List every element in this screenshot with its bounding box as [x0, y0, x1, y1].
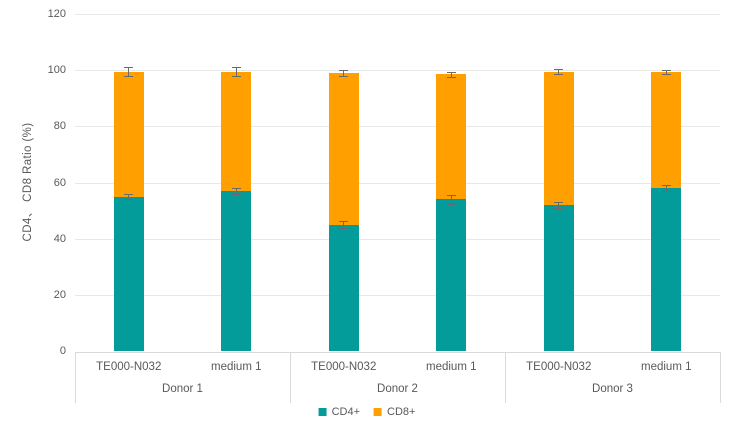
bar-segment-cd8: [651, 71, 682, 189]
bar-segment-cd4: [328, 224, 359, 351]
error-bar-line: [665, 69, 667, 74]
bar-segment-cd4: [436, 199, 467, 351]
legend-label: CD4+: [331, 406, 360, 418]
group-label-donor-2: Donor 2: [377, 383, 418, 395]
error-bar-line: [665, 185, 667, 191]
error-bar-cap-bottom: [661, 73, 671, 75]
y-tick-label: 20: [53, 288, 66, 301]
error-bar-cap-top: [124, 193, 134, 195]
error-bar-line: [235, 187, 237, 195]
x-category-label: TE000-N032: [526, 361, 592, 373]
bar-segment-cd8: [543, 71, 574, 205]
error-bar-cap-top: [661, 185, 671, 187]
gridline-y-40: [75, 238, 720, 240]
legend: CD4+ CD8+: [318, 406, 415, 418]
category-group-divider: [505, 352, 506, 403]
error-bar-cap-bottom: [124, 75, 134, 77]
y-tick-label: 80: [53, 120, 66, 133]
error-bar-line: [235, 67, 237, 76]
x-category-label: medium 1: [426, 361, 477, 373]
legend-label: CD8+: [387, 406, 416, 418]
error-bar-line: [450, 72, 452, 77]
bar-segment-cd8: [436, 74, 467, 200]
error-bar-cap-top: [339, 221, 349, 223]
error-bar-cap-bottom: [339, 227, 349, 229]
gridline-y-100: [75, 70, 720, 72]
y-tick-label: 0: [59, 345, 66, 357]
x-axis-line: [75, 352, 720, 353]
x-category-label: medium 1: [211, 361, 262, 373]
legend-swatch-CD4: [318, 408, 327, 416]
category-group-divider: [290, 352, 291, 403]
gridline-y-20: [75, 294, 720, 296]
error-bar-cap-bottom: [124, 199, 134, 201]
bar-segment-cd4: [651, 188, 682, 351]
category-group-divider: [75, 352, 76, 403]
group-label-donor-3: Donor 3: [592, 383, 633, 395]
bar-segment-cd8: [221, 71, 252, 191]
legend-item-CD4: CD4+: [318, 406, 360, 418]
legend-swatch-CD8: [374, 408, 382, 416]
error-bar-cap-bottom: [554, 73, 564, 75]
error-bar-cap-bottom: [446, 76, 456, 78]
bar-segment-cd4: [543, 204, 574, 351]
bar-segment-cd4: [113, 196, 144, 351]
category-group-divider: [720, 352, 721, 403]
bar-segment-cd4: [221, 190, 252, 351]
error-bar-cap-bottom: [554, 208, 564, 210]
error-bar-cap-top: [124, 67, 134, 69]
error-bar-cap-top: [339, 69, 349, 71]
error-bar-cap-top: [231, 67, 241, 69]
legend-item-CD8: CD8+: [374, 406, 415, 418]
bar-segment-cd8: [328, 72, 359, 225]
y-tick-label: 40: [53, 232, 66, 245]
error-bar-cap-top: [554, 201, 564, 203]
error-bar-cap-top: [231, 187, 241, 189]
error-bar-cap-bottom: [446, 203, 456, 205]
error-bar-line: [128, 67, 130, 76]
error-bar-cap-top: [554, 69, 564, 71]
error-bar-line: [343, 221, 345, 228]
error-bar-cap-bottom: [231, 75, 241, 77]
error-bar-line: [558, 201, 560, 209]
gridline-y-80: [75, 126, 720, 128]
error-bar-line: [450, 195, 452, 204]
error-bar-line: [558, 69, 560, 74]
y-tick-label: 60: [53, 176, 66, 189]
error-bar-cap-bottom: [339, 76, 349, 78]
x-category-label: TE000-N032: [311, 361, 377, 373]
x-category-label: medium 1: [641, 361, 692, 373]
error-bar-line: [128, 193, 130, 200]
error-bar-cap-bottom: [231, 194, 241, 196]
bar-segment-cd8: [113, 71, 144, 197]
error-bar-line: [343, 69, 345, 77]
error-bar-cap-top: [661, 69, 671, 71]
group-label-donor-1: Donor 1: [162, 383, 203, 395]
error-bar-cap-top: [446, 195, 456, 197]
y-tick-label: 100: [47, 64, 66, 77]
y-tick-label: 120: [47, 8, 66, 20]
error-bar-cap-bottom: [661, 190, 671, 192]
gridline-y-120: [75, 14, 720, 15]
error-bar-cap-top: [446, 72, 456, 74]
x-category-label: TE000-N032: [96, 361, 162, 373]
gridline-y-60: [75, 182, 720, 184]
